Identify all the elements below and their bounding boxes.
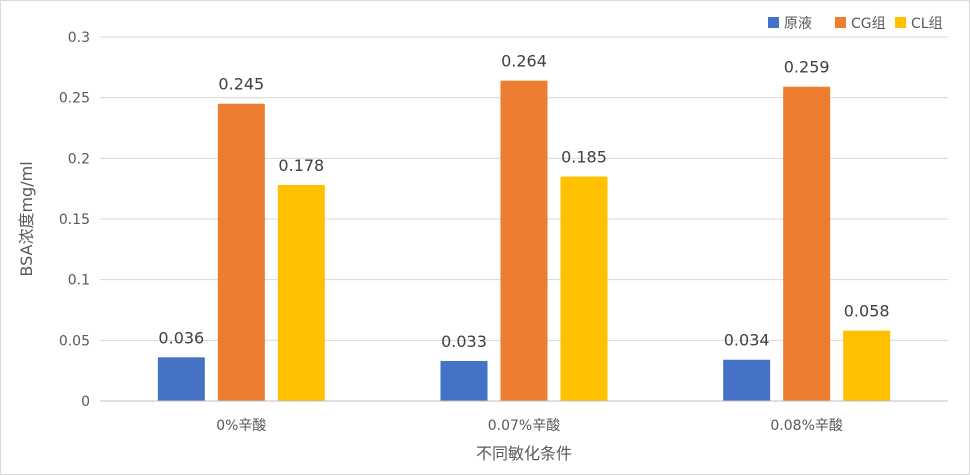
bar <box>723 359 771 401</box>
bar <box>217 103 265 401</box>
y-tick-label: 0 <box>81 394 90 410</box>
data-label: 0.245 <box>218 75 264 94</box>
y-tick-label: 0.1 <box>68 273 90 289</box>
data-label: 0.259 <box>784 58 830 77</box>
x-tick-label: 0%辛酸 <box>216 418 266 434</box>
data-label: 0.264 <box>501 52 547 71</box>
x-tick-label: 0.07%辛酸 <box>488 418 560 434</box>
x-axis-ticks: 0%辛酸 0.07%辛酸 0.08%辛酸 <box>216 418 843 434</box>
bar <box>783 86 831 401</box>
y-axis-title: BSA浓度mg/ml <box>17 161 36 276</box>
legend-swatch <box>895 17 906 28</box>
bar <box>843 330 891 401</box>
data-label: 0.034 <box>724 331 770 350</box>
data-label: 0.185 <box>561 148 607 167</box>
bar <box>560 176 608 401</box>
y-tick-label: 0.05 <box>59 333 90 349</box>
data-label: 0.036 <box>158 328 204 347</box>
bar <box>440 360 488 401</box>
x-tick-label: 0.08%辛酸 <box>770 418 842 434</box>
data-label: 0.178 <box>278 156 324 175</box>
data-label: 0.058 <box>844 302 890 321</box>
legend-label: CL组 <box>911 16 943 32</box>
bar <box>277 185 325 401</box>
legend: 原液 CG组 CL组 <box>768 16 943 32</box>
bar <box>500 80 548 402</box>
legend-label: CG组 <box>851 16 886 32</box>
bars <box>157 80 891 402</box>
y-axis-ticks: 0 0.05 0.1 0.15 0.2 0.25 0.3 <box>59 30 90 410</box>
data-label: 0.033 <box>441 332 487 351</box>
legend-swatch <box>768 17 779 28</box>
x-axis-title: 不同敏化条件 <box>476 444 572 463</box>
y-tick-label: 0.25 <box>59 91 90 107</box>
y-tick-label: 0.2 <box>68 151 90 167</box>
y-tick-label: 0.15 <box>59 212 90 228</box>
legend-label: 原液 <box>784 16 812 32</box>
legend-swatch <box>835 17 846 28</box>
data-labels: 0.036 0.245 0.178 0.033 0.264 0.185 0.034 0.259… <box>158 52 889 351</box>
bar <box>157 357 205 401</box>
y-tick-label: 0.3 <box>68 30 90 46</box>
